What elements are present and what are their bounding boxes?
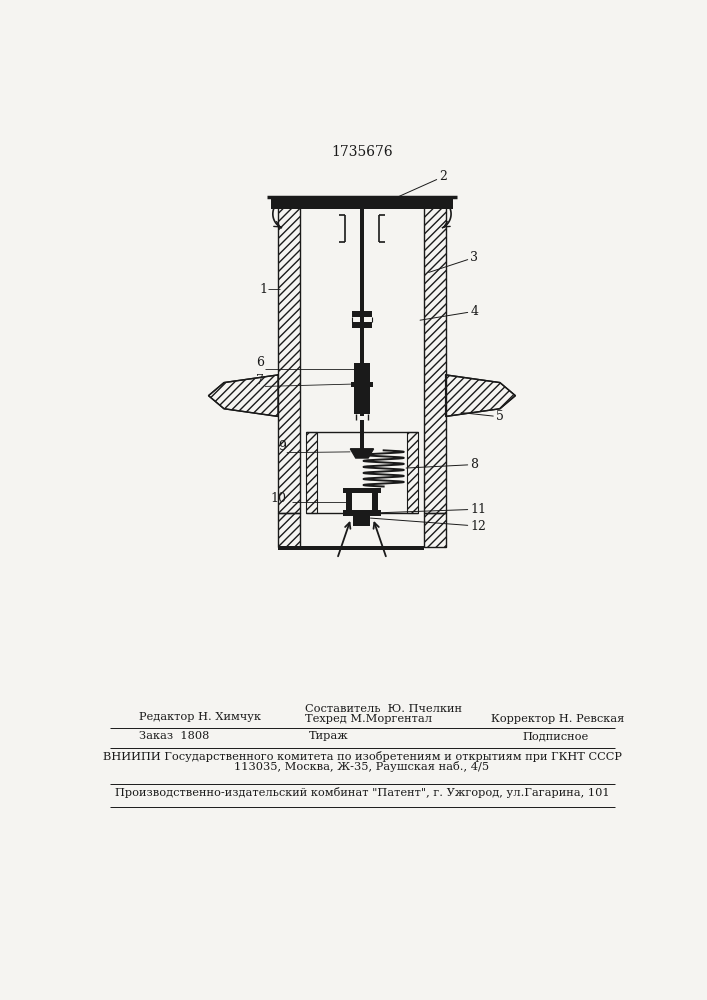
Bar <box>372 493 378 510</box>
Polygon shape <box>351 449 373 458</box>
Text: Редактор Н. Химчук: Редактор Н. Химчук <box>139 712 261 722</box>
Text: 11: 11 <box>381 503 486 516</box>
Text: 2: 2 <box>389 170 448 201</box>
Text: Составитель  Ю. Пчелкин: Составитель Ю. Пчелкин <box>305 704 462 714</box>
Text: 113035, Москва, Ж-35, Раушская наб., 4/5: 113035, Москва, Ж-35, Раушская наб., 4/5 <box>235 761 489 772</box>
Text: 3: 3 <box>428 251 479 272</box>
Bar <box>271 197 453 209</box>
Bar <box>343 488 381 493</box>
Text: 7: 7 <box>257 374 264 387</box>
Text: 9: 9 <box>278 440 286 453</box>
Bar <box>354 387 370 414</box>
Text: 5: 5 <box>461 410 504 423</box>
Text: Подписное: Подписное <box>522 731 589 741</box>
Bar <box>424 203 445 513</box>
Bar <box>352 311 372 317</box>
Bar <box>346 493 352 510</box>
Bar <box>351 382 373 387</box>
Text: 12: 12 <box>370 518 486 533</box>
Bar <box>354 363 370 382</box>
Bar <box>279 513 300 547</box>
Bar <box>424 203 445 513</box>
Text: Производственно-издательский комбинат "Патент", г. Ужгород, ул.Гагарина, 101: Производственно-издательский комбинат "П… <box>115 787 609 798</box>
Bar <box>279 203 300 513</box>
Polygon shape <box>209 375 279 416</box>
Bar <box>407 432 418 513</box>
Bar <box>361 420 363 449</box>
Polygon shape <box>445 375 515 416</box>
Bar <box>306 432 317 513</box>
Bar <box>424 513 445 547</box>
Bar <box>279 546 424 550</box>
Text: Техред М.Моргентал: Техред М.Моргентал <box>305 714 433 724</box>
Text: 8: 8 <box>406 458 479 471</box>
Text: Тираж: Тираж <box>309 731 349 741</box>
Text: 6: 6 <box>257 356 264 369</box>
Bar <box>407 432 418 513</box>
Text: Корректор Н. Ревская: Корректор Н. Ревская <box>491 714 625 724</box>
Text: 4: 4 <box>420 305 479 320</box>
Bar <box>424 513 445 547</box>
Text: 10: 10 <box>270 492 286 505</box>
Text: Заказ  1808: Заказ 1808 <box>139 731 209 741</box>
Bar <box>343 510 381 516</box>
Bar <box>279 513 300 547</box>
Text: ВНИИПИ Государственного комитета по изобретениям и открытиям при ГКНТ СССР: ВНИИПИ Государственного комитета по изоб… <box>103 751 621 762</box>
Bar <box>361 209 364 416</box>
Text: 1735676: 1735676 <box>331 145 393 159</box>
Bar <box>352 322 372 328</box>
Bar <box>279 203 300 513</box>
Text: 1: 1 <box>259 283 267 296</box>
Bar <box>306 432 317 513</box>
Bar <box>354 510 370 526</box>
